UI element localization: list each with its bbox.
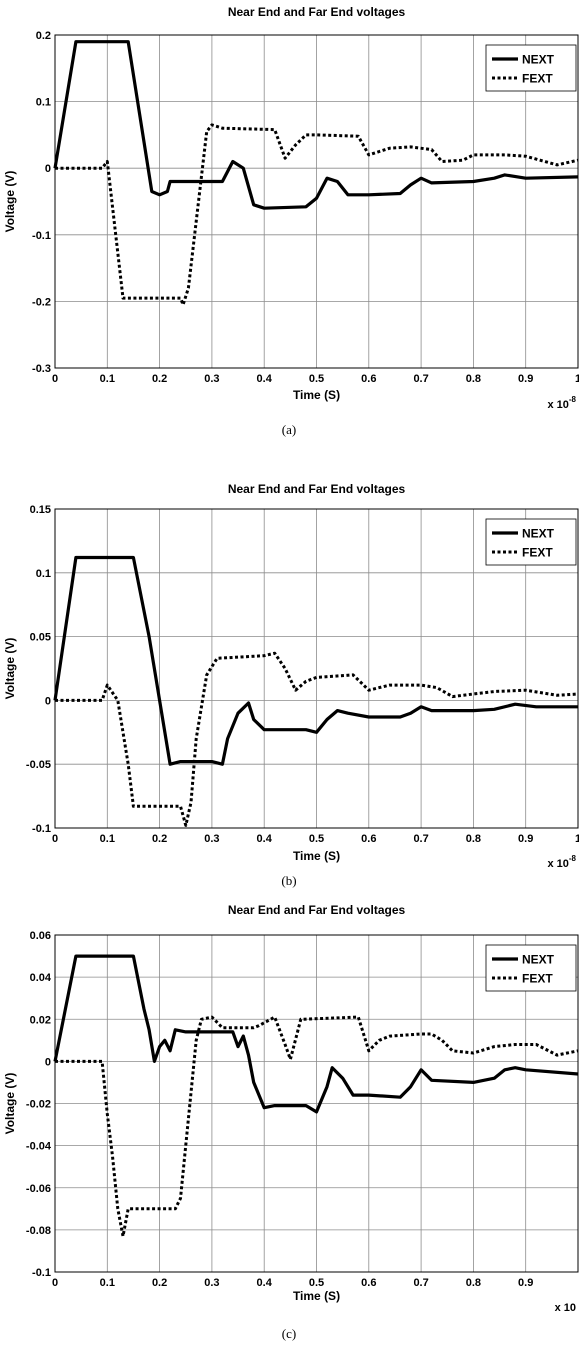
y-tick-label: -0.2: [32, 296, 51, 308]
chart-panel-3: Near End and Far End voltages 0 0.1 0.2 0.3 0…: [3, 903, 579, 1341]
chart-title: Near End and Far End voltages: [228, 903, 406, 917]
y-tick-label: 0.15: [30, 504, 51, 516]
y-axis-label: Voltage (V): [3, 171, 17, 233]
series-line-next: [53, 40, 579, 210]
x-tick-label: 0.9: [518, 1277, 533, 1289]
x-tick-label: 0.9: [518, 833, 533, 845]
y-tick-label: 0.05: [30, 632, 51, 644]
x-tick-label: 1: [575, 373, 579, 385]
x-tick-label: 0.1: [100, 373, 115, 385]
x-tick-label: 0.7: [413, 373, 428, 385]
x-axis-label: Time (S): [293, 849, 340, 863]
chart-panel-1: Near End and Far End voltages 0 0.1 0.2 0.3 0…: [3, 5, 579, 437]
x-tick-label: 0.8: [466, 1277, 481, 1289]
x-tick-label: 0.4: [257, 373, 273, 385]
y-tick-label: -0.02: [26, 1099, 51, 1111]
legend-label-fext: FEXT: [522, 546, 553, 560]
x-tick-label: 0: [52, 1277, 58, 1289]
y-tick-label: 0.2: [36, 30, 51, 42]
x-axis-multiplier: x 10-8: [547, 395, 576, 411]
legend-box: [485, 44, 577, 92]
panel-caption: (b): [281, 873, 296, 888]
x-axis-label: Time (S): [293, 388, 340, 402]
x-tick-label: 0.2: [152, 1277, 167, 1289]
x-tick-label: 0.2: [152, 373, 167, 385]
x-tick-label: 0.8: [466, 373, 481, 385]
y-tick-label: 0.02: [30, 1014, 51, 1026]
y-tick-label: 0: [45, 163, 51, 175]
x-tick-label: 0.4: [257, 833, 273, 845]
x-tick-label: 0.1: [100, 1277, 115, 1289]
x-tick-label: 0: [52, 833, 58, 845]
y-axis-label: Voltage (V): [3, 638, 17, 700]
x-axis-multiplier: x 10: [555, 1302, 576, 1314]
plot-frame: [54, 34, 579, 369]
x-tick-label: 0.5: [309, 1277, 324, 1289]
x-tick-label: 0.4: [257, 1277, 273, 1289]
x-tick-label: 0.7: [413, 833, 428, 845]
legend-label-next: NEXT: [522, 527, 555, 541]
x-tick-label: 0.8: [466, 833, 481, 845]
y-tick-label: 0: [45, 1056, 51, 1068]
y-tick-label: -0.04: [26, 1141, 52, 1153]
series-line-fext: [55, 123, 579, 307]
legend-label-next: NEXT: [522, 953, 555, 967]
plot-frame: [54, 508, 579, 829]
x-tick-label: 0.2: [152, 833, 167, 845]
x-tick-label: 0.1: [100, 833, 115, 845]
x-tick-label: 1: [575, 833, 579, 845]
y-tick-label: -0.1: [32, 823, 51, 835]
series-line-fext: [55, 1015, 579, 1238]
x-tick-label: 0.6: [361, 833, 376, 845]
legend-box: [485, 518, 577, 566]
series-line-next: [53, 954, 579, 1114]
chart-title: Near End and Far End voltages: [228, 5, 406, 19]
legend-box: [485, 944, 577, 992]
chart-title: Near End and Far End voltages: [228, 482, 406, 496]
panel-caption: (c): [282, 1326, 296, 1341]
y-tick-label: -0.1: [32, 1267, 51, 1279]
legend-label-next: NEXT: [522, 53, 555, 67]
y-tick-label: -0.05: [26, 759, 51, 771]
y-tick-label: -0.3: [32, 363, 51, 375]
x-tick-label: 0.7: [413, 1277, 428, 1289]
x-axis-multiplier: x 10-8: [547, 854, 576, 870]
x-tick-label: 0.3: [204, 373, 219, 385]
plot-frame: [54, 934, 579, 1273]
legend-label-fext: FEXT: [522, 72, 553, 86]
x-tick-label: 0.5: [309, 373, 324, 385]
y-tick-label: -0.1: [32, 230, 51, 242]
y-tick-label: 0.1: [36, 97, 51, 109]
y-axis-label: Voltage (V): [3, 1073, 17, 1135]
x-tick-label: 0: [52, 373, 58, 385]
x-tick-label: 0.6: [361, 1277, 376, 1289]
y-tick-label: -0.08: [26, 1225, 51, 1237]
series-line-next: [53, 555, 578, 766]
x-axis-label: Time (S): [293, 1289, 340, 1303]
x-tick-label: 0.9: [518, 373, 533, 385]
y-tick-label: 0.04: [30, 972, 52, 984]
y-tick-label: -0.06: [26, 1183, 51, 1195]
x-tick-label: 0.5: [309, 833, 324, 845]
x-tick-label: 0.3: [204, 833, 219, 845]
y-tick-label: 0: [45, 695, 51, 707]
x-tick-label: 0.3: [204, 1277, 219, 1289]
y-tick-label: 0.06: [30, 930, 51, 942]
chart-panel-2: Near End and Far End voltages 0 0.1 0.2 0.3 0…: [3, 482, 579, 888]
panel-caption: (a): [282, 422, 296, 437]
series-line-fext: [55, 651, 579, 827]
legend-label-fext: FEXT: [522, 972, 553, 986]
y-tick-label: 0.1: [36, 568, 51, 580]
x-tick-label: 0.6: [361, 373, 376, 385]
